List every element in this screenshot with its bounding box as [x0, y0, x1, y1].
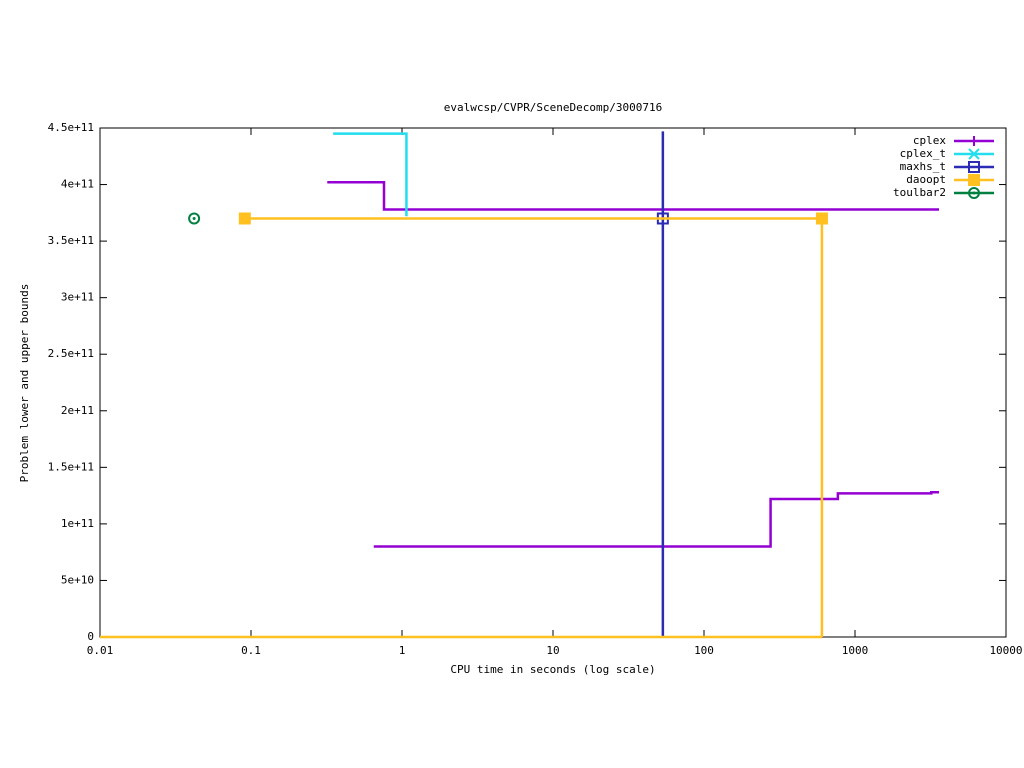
marker: [968, 174, 980, 186]
marker: [968, 187, 980, 199]
y-tick-label: 1e+11: [61, 517, 94, 530]
y-tick-label: 1.5e+11: [48, 460, 94, 473]
legend-label: cplex_t: [900, 147, 946, 160]
series-line: [373, 490, 940, 548]
legend-label: cplex: [913, 134, 946, 147]
y-tick-label: 3e+11: [61, 291, 94, 304]
y-tick-label: 4.5e+11: [48, 121, 94, 134]
x-tick-label: 0.01: [87, 644, 114, 657]
y-tick-label: 5e+10: [61, 573, 94, 586]
y-axis-label: Problem lower and upper bounds: [18, 284, 31, 483]
x-tick-label: 10: [546, 644, 559, 657]
x-tick-label: 0.1: [241, 644, 261, 657]
x-tick-label: 1000: [842, 644, 869, 657]
marker: [968, 148, 980, 160]
marker: [969, 136, 979, 146]
y-tick-label: 0: [87, 630, 94, 643]
x-tick-label: 100: [694, 644, 714, 657]
x-tick-label: 10000: [989, 644, 1022, 657]
y-tick-label: 2.5e+11: [48, 347, 94, 360]
legend-label: maxhs_t: [900, 160, 946, 173]
x-tick-label: 1: [399, 644, 406, 657]
legend-label: toulbar2: [893, 186, 946, 199]
legend-label: daoopt: [906, 173, 946, 186]
marker: [968, 161, 980, 173]
marker: [238, 212, 251, 225]
series-line: [333, 132, 408, 217]
marker: [188, 212, 201, 225]
y-tick-label: 3.5e+11: [48, 234, 94, 247]
marker: [815, 212, 828, 225]
y-tick-label: 4e+11: [61, 178, 94, 191]
x-axis-label: CPU time in seconds (log scale): [450, 663, 655, 676]
chart-title: evalwcsp/CVPR/SceneDecomp/3000716: [444, 101, 663, 114]
y-tick-label: 2e+11: [61, 404, 94, 417]
series-line: [327, 181, 940, 211]
